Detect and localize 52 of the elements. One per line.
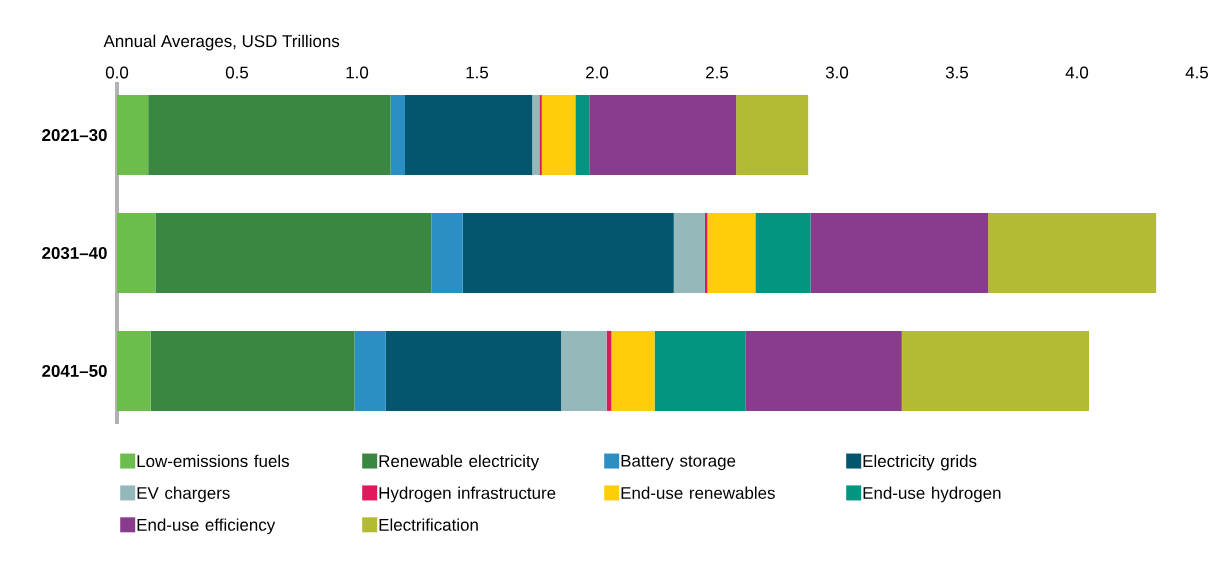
bar (988, 212, 1157, 293)
y-tick-label: 2021–30 (42, 129, 107, 142)
legend-label: End-use hydrogen (863, 486, 1001, 503)
legend-label: Electrification (379, 518, 478, 531)
x-tick-label: 2.5 (706, 66, 729, 79)
x-tick-label: 0.0 (105, 66, 129, 79)
bar (354, 330, 386, 411)
bar (117, 212, 156, 293)
x-tick-label: 1.5 (466, 66, 489, 79)
bar (150, 330, 355, 411)
bar (560, 330, 607, 411)
bar (611, 330, 655, 411)
legend-label: End-use renewables (621, 486, 775, 499)
bar (117, 330, 151, 411)
bar (405, 95, 533, 176)
x-tick-label: 3.5 (945, 66, 969, 79)
legend-label: Hydrogen infrastructure (379, 486, 556, 503)
x-tick-label: 0.5 (225, 66, 249, 79)
legend-label: End-use efficiency (137, 518, 276, 535)
bar (390, 95, 405, 176)
bar (385, 330, 561, 411)
bar (541, 95, 576, 176)
bar (117, 95, 149, 176)
x-tick-label: 2.0 (586, 66, 609, 79)
bar (431, 212, 463, 293)
x-tick-label: 1.0 (346, 66, 369, 79)
y-tick-label: 2041–50 (42, 364, 107, 377)
y-tick-label: 2031–40 (42, 246, 107, 259)
bar (575, 95, 590, 176)
bar (736, 95, 809, 176)
bar (810, 212, 989, 293)
x-tick-label: 4.5 (1185, 66, 1209, 79)
bar (462, 212, 674, 293)
bar (673, 212, 705, 293)
bar (155, 212, 432, 293)
bar (148, 95, 391, 176)
bar (539, 95, 542, 176)
legend-label: Battery storage (621, 454, 736, 471)
bar (532, 95, 540, 176)
bar (755, 212, 811, 293)
x-tick-label: 4.0 (1065, 66, 1089, 79)
bar (901, 330, 1089, 411)
bar (589, 95, 737, 176)
x-tick-label: 3.0 (825, 66, 849, 79)
legend-label: Renewable electricity (379, 454, 540, 471)
bar (707, 212, 756, 293)
legend-label: EV chargers (137, 486, 230, 503)
bar (654, 330, 746, 411)
bar (745, 330, 902, 411)
legend-label: Electricity grids (863, 454, 977, 471)
x-axis-title: Annual Averages, USD Trillions (103, 34, 340, 51)
legend-label: Low-emissions fuels (137, 454, 289, 468)
